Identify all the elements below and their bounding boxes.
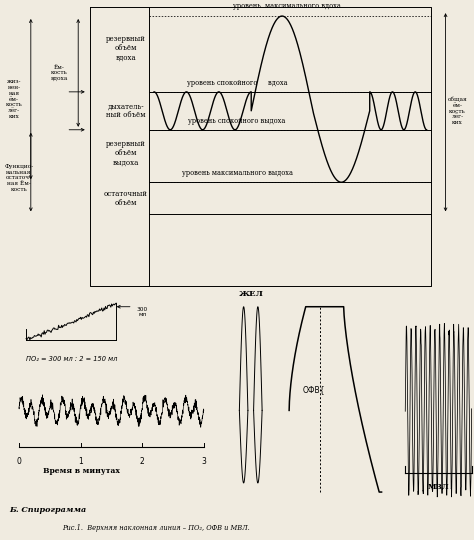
Text: уровень спокойного     вдоха: уровень спокойного вдоха xyxy=(187,79,287,86)
Text: 3: 3 xyxy=(201,457,206,466)
Text: общая
ём-
кость
лёг-
ких: общая ём- кость лёг- ких xyxy=(447,97,467,125)
Text: Время в минутах: Время в минутах xyxy=(43,467,119,475)
Text: 1: 1 xyxy=(78,457,83,466)
Text: ЖЕЛ: ЖЕЛ xyxy=(239,290,264,298)
Text: остаточный
объём: остаточный объём xyxy=(104,190,147,207)
Text: уровень максимального выдоха: уровень максимального выдоха xyxy=(182,169,292,177)
Text: жиз-
нен-
ная
ём-
кость
лёг-
ких: жиз- нен- ная ём- кость лёг- ких xyxy=(6,79,23,119)
Text: ПО₂ = 300 мл : 2 = 150 мл: ПО₂ = 300 мл : 2 = 150 мл xyxy=(26,355,118,362)
Text: резервный
объём
вдоха: резервный объём вдоха xyxy=(106,35,146,62)
Text: Б. Спирограмма: Б. Спирограмма xyxy=(9,506,87,514)
Text: дыхатель-
ный объём: дыхатель- ный объём xyxy=(106,102,146,119)
Text: Функцио-
нальная
остаточ-
ная Ём-
кость: Функцио- нальная остаточ- ная Ём- кость xyxy=(4,164,34,192)
Text: уровень спокойного выдоха: уровень спокойного выдоха xyxy=(188,117,286,125)
Text: уровень  максимального вдоха: уровень максимального вдоха xyxy=(233,2,341,10)
Text: ОФВ{: ОФВ{ xyxy=(302,385,325,394)
Text: 300
мл: 300 мл xyxy=(137,307,148,318)
Text: резервный
объём
выдоха: резервный объём выдоха xyxy=(106,140,146,166)
Text: Ём-
кость
вдоха: Ём- кость вдоха xyxy=(51,65,68,81)
Text: МВЛ: МВЛ xyxy=(428,483,449,491)
Text: 2: 2 xyxy=(140,457,145,466)
Text: Рис.1.  Верхняя наклонная линия – ПО₂, ОФВ и МВЛ.: Рис.1. Верхняя наклонная линия – ПО₂, ОФ… xyxy=(62,524,249,532)
Text: 0: 0 xyxy=(17,457,21,466)
